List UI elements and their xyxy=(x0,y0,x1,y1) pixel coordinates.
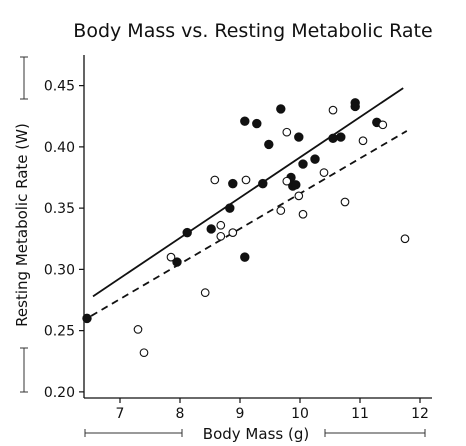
filled-data-point xyxy=(206,224,216,234)
y-tick-label: 0.30 xyxy=(44,262,75,278)
axes xyxy=(83,55,432,399)
open-data-point xyxy=(210,175,220,185)
open-data-point xyxy=(340,197,350,207)
y-axis-label: Resting Metabolic Rate (W) xyxy=(13,123,31,327)
filled-data-point xyxy=(276,104,286,114)
y-range-bracket-top xyxy=(20,56,28,100)
x-axis-label: Body Mass (g) xyxy=(203,425,309,443)
chart-title: Body Mass vs. Resting Metabolic Rate xyxy=(73,20,432,42)
x-range-bracket-left xyxy=(84,429,183,437)
filled-data-point xyxy=(291,180,301,190)
open-data-point xyxy=(133,325,143,334)
filled-data-point xyxy=(82,313,92,324)
filled-data-point xyxy=(225,203,235,213)
x-tick-label: 9 xyxy=(236,406,245,422)
x-tick-label: 8 xyxy=(176,406,185,422)
y-range-bracket-bottom xyxy=(20,347,28,393)
x-range-bracket-right xyxy=(324,429,426,437)
data-points xyxy=(82,98,410,358)
open-data-point xyxy=(200,288,210,298)
x-tick-label: 11 xyxy=(351,406,369,422)
y-tick-label: 0.45 xyxy=(44,79,75,95)
fit-line-dashed xyxy=(90,130,408,317)
x-tick-label: 10 xyxy=(291,406,309,422)
filled-data-point xyxy=(182,227,192,238)
filled-data-point xyxy=(258,178,268,189)
filled-data-point xyxy=(328,133,338,144)
filled-data-point xyxy=(310,154,320,164)
y-tick-label: 0.25 xyxy=(44,324,75,340)
filled-data-point xyxy=(350,101,360,112)
open-data-point xyxy=(282,176,292,186)
open-data-point xyxy=(328,105,338,115)
open-data-point xyxy=(319,168,329,177)
y-tick-label: 0.40 xyxy=(44,140,75,156)
open-data-point xyxy=(241,175,251,185)
open-data-point xyxy=(400,234,410,244)
filled-data-point xyxy=(264,139,274,150)
filled-data-point xyxy=(336,132,346,142)
filled-data-point xyxy=(298,159,308,169)
filled-data-point xyxy=(240,252,250,262)
open-data-point xyxy=(282,127,292,137)
y-tick-label: 0.35 xyxy=(44,201,75,217)
fit-line-solid xyxy=(92,87,404,298)
open-data-point xyxy=(276,206,286,215)
open-data-point xyxy=(298,209,308,219)
open-data-point xyxy=(139,348,149,358)
x-ticks: 7 8 9 10 11 12 xyxy=(116,398,429,422)
open-data-point xyxy=(216,220,226,230)
fit-lines xyxy=(90,87,408,317)
filled-data-point xyxy=(172,257,182,267)
open-data-point xyxy=(166,252,176,262)
open-data-point xyxy=(294,191,304,201)
filled-data-point xyxy=(228,178,238,189)
open-data-point xyxy=(358,136,368,146)
y-tick-label: 0.20 xyxy=(44,385,75,401)
open-data-point xyxy=(378,120,388,130)
filled-data-point xyxy=(252,118,262,129)
x-tick-label: 12 xyxy=(411,406,429,422)
x-tick-label: 7 xyxy=(116,406,125,422)
y-ticks: 0.20 0.25 0.30 0.35 0.40 0.45 xyxy=(44,79,84,401)
filled-data-point xyxy=(240,116,250,126)
open-data-point xyxy=(228,228,238,237)
filled-data-point xyxy=(294,132,304,142)
open-data-point xyxy=(216,231,226,241)
